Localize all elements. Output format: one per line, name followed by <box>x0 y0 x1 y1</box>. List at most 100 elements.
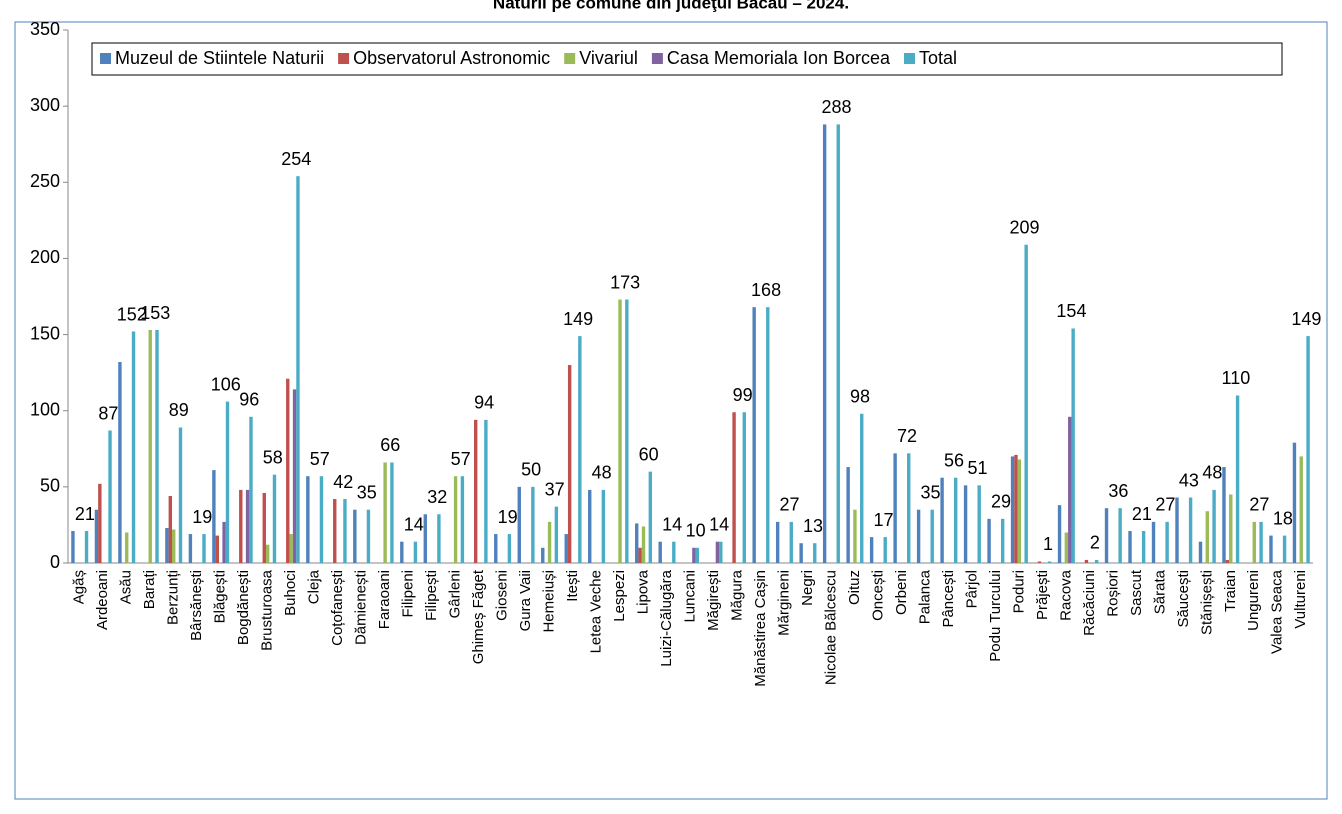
data-label: 173 <box>610 272 640 292</box>
bar <box>1205 511 1209 563</box>
bar <box>517 486 521 563</box>
bar <box>178 427 183 563</box>
bar <box>1235 395 1240 563</box>
x-tick-label: Filipești <box>423 570 440 621</box>
bar <box>1084 559 1089 563</box>
legend-box <box>91 42 1283 76</box>
x-tick-label: Faraoani <box>376 570 393 629</box>
bar <box>883 537 887 563</box>
x-tick-label: Pârjol <box>963 570 980 608</box>
bar <box>168 495 173 563</box>
legend-swatch <box>904 53 915 64</box>
data-label: 43 <box>1179 470 1199 490</box>
bar <box>460 476 465 563</box>
bar <box>1225 559 1230 563</box>
x-tick-label: Prăjești <box>1034 570 1051 620</box>
data-label: 14 <box>404 514 424 534</box>
data-label: 2 <box>1090 533 1100 553</box>
bar <box>692 547 696 563</box>
data-label: 27 <box>780 495 800 515</box>
bar <box>494 534 498 563</box>
x-tick-label: Palanca <box>916 569 933 624</box>
bar <box>353 509 357 563</box>
bar <box>1071 328 1075 563</box>
x-tick-label: Pâncești <box>940 570 957 628</box>
x-tick-label: Asău <box>118 570 135 604</box>
bar <box>554 506 559 563</box>
chart-title: Naturii pe comune din judeţul Bacău – 20… <box>493 0 849 12</box>
y-tick-label: 250 <box>30 171 60 191</box>
bar <box>1094 559 1099 563</box>
bar <box>319 476 324 563</box>
bar <box>473 419 478 563</box>
bar <box>907 453 911 563</box>
bar <box>1010 456 1015 563</box>
bar <box>940 477 944 563</box>
bar <box>987 518 991 563</box>
bar <box>366 509 371 563</box>
bar <box>272 474 277 563</box>
y-tick-label: 300 <box>30 95 60 115</box>
bar <box>1064 532 1069 563</box>
data-label: 36 <box>1108 481 1128 501</box>
bar <box>719 541 723 563</box>
bar <box>507 534 512 563</box>
bar <box>977 485 981 563</box>
bar <box>963 485 968 563</box>
x-tick-label: Dămienești <box>353 570 370 645</box>
data-label: 98 <box>850 387 870 407</box>
data-label: 60 <box>639 444 659 464</box>
bar <box>625 299 629 563</box>
x-tick-label: Sascut <box>1128 569 1145 616</box>
bar <box>1151 521 1156 563</box>
bar <box>165 527 169 563</box>
data-label: 48 <box>592 463 612 483</box>
bar <box>245 489 250 563</box>
bar <box>423 514 428 563</box>
legend-label: Muzeul de Stiintele Naturii <box>115 48 324 68</box>
data-label: 110 <box>1222 368 1251 388</box>
data-label: 106 <box>211 374 241 394</box>
bar <box>265 544 270 563</box>
data-label: 50 <box>521 460 541 480</box>
data-label: 19 <box>498 507 518 527</box>
bar <box>289 534 293 563</box>
x-tick-label: Sărata <box>1151 569 1168 614</box>
legend-swatch <box>338 53 350 64</box>
bar <box>1037 561 1042 563</box>
x-tick-label: Roșiori <box>1104 570 1121 617</box>
bar <box>239 489 243 563</box>
bar <box>648 471 653 563</box>
bar <box>846 467 850 563</box>
x-tick-label: Orbeni <box>893 570 910 615</box>
bar <box>1252 521 1256 563</box>
bar <box>658 541 662 563</box>
data-label: 153 <box>140 303 170 323</box>
bar <box>742 412 746 563</box>
data-label: 13 <box>803 516 823 536</box>
bar <box>1118 508 1122 563</box>
data-label: 152 <box>117 304 147 324</box>
data-label: 56 <box>944 450 964 470</box>
legend: Muzeul de Stiintele Naturii Observatorul … <box>91 42 1283 76</box>
bar <box>71 531 75 563</box>
legend-label: Vivariul <box>579 48 638 68</box>
data-label: 168 <box>751 280 781 300</box>
data-label: 57 <box>451 449 471 469</box>
bar <box>1212 489 1216 563</box>
x-tick-label: Nicolae Bălcescu <box>822 570 839 685</box>
x-tick-label: Ghimeș Făget <box>470 569 487 664</box>
x-tick-label: Bogdănești <box>235 570 252 645</box>
data-label: 18 <box>1273 508 1293 528</box>
bar <box>413 541 418 563</box>
y-tick-label: 350 <box>30 19 60 39</box>
bar <box>601 489 606 563</box>
x-tick-label: Gioseni <box>494 570 511 621</box>
data-label: 66 <box>380 435 400 455</box>
y-tick-label: 100 <box>30 399 60 419</box>
bar <box>1024 244 1028 564</box>
bar <box>343 499 347 563</box>
x-tick-label: Podu Turcului <box>987 570 1004 662</box>
x-tick-label: Săucești <box>1175 570 1192 628</box>
x-tick-label: Mărgineni <box>775 570 792 636</box>
